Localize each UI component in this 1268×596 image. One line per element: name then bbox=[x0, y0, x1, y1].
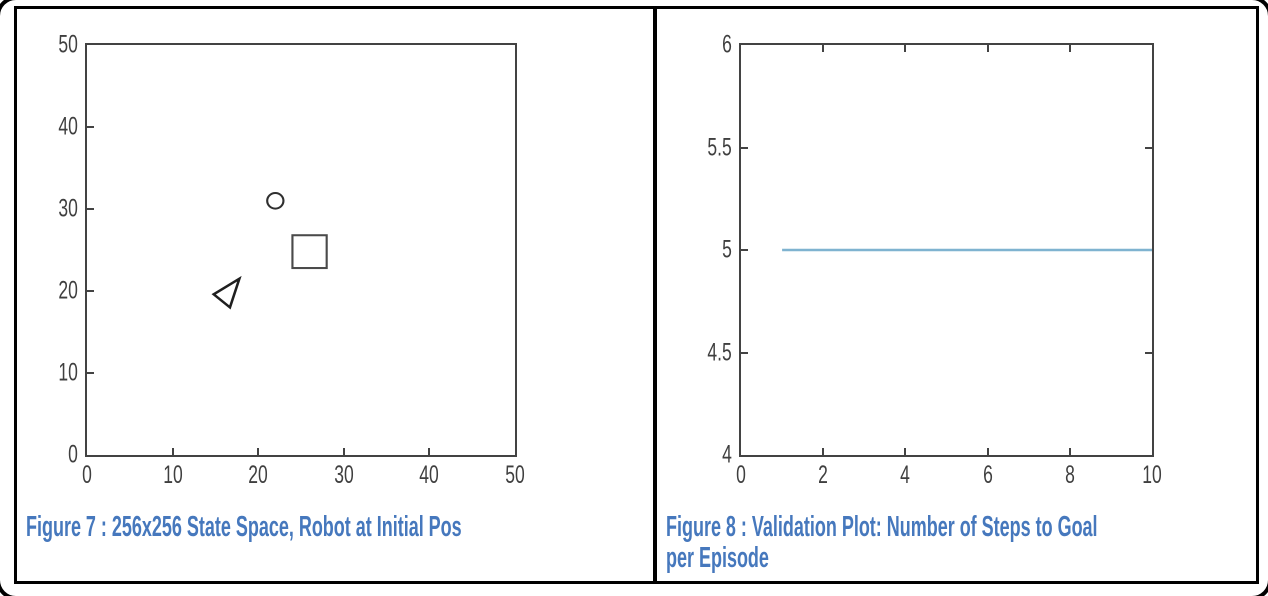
figure-8-caption: Figure 8 : Validation Plot: Number of St… bbox=[666, 512, 1268, 574]
table-border bbox=[14, 6, 1259, 584]
x-tick-mark bbox=[904, 448, 907, 455]
validation-plot: 0 2 4 6 8 10 4 4.5 5 5.5 6 bbox=[708, 31, 1162, 490]
x-tick-mark bbox=[986, 45, 989, 52]
plot-canvas bbox=[782, 248, 1152, 252]
x-tick-mark bbox=[822, 45, 825, 52]
y-tick-mark bbox=[1145, 146, 1152, 149]
y-tick-mark bbox=[87, 290, 94, 292]
state-space-plot: 0 10 20 30 40 50 0 10 20 30 40 50 bbox=[59, 31, 525, 490]
y-tick-label: 30 bbox=[58, 194, 78, 223]
y-tick-label: 6 bbox=[722, 30, 732, 59]
y-tick-label: 4.5 bbox=[707, 338, 732, 366]
y-tick-mark bbox=[87, 126, 94, 128]
x-tick-label: 50 bbox=[505, 461, 525, 489]
y-tick-label: 4 bbox=[722, 440, 732, 469]
y-tick-label: 20 bbox=[58, 276, 78, 305]
x-tick-label: 6 bbox=[982, 461, 993, 489]
plot-canvas bbox=[211, 191, 328, 310]
x-tick-mark bbox=[428, 448, 431, 455]
square-marker bbox=[291, 234, 328, 270]
figure-8-caption-text-line-2: per Episode bbox=[666, 542, 769, 574]
x-tick-label: 20 bbox=[248, 461, 268, 489]
x-tick-label: 0 bbox=[736, 461, 746, 489]
y-tick-label: 5 bbox=[722, 235, 732, 264]
x-tick-label: 0 bbox=[82, 461, 92, 489]
x-tick-mark bbox=[171, 448, 174, 455]
x-tick-label: 4 bbox=[900, 461, 911, 489]
x-tick-mark bbox=[257, 448, 260, 455]
y-tick-mark bbox=[741, 351, 748, 354]
x-tick-label: 2 bbox=[818, 461, 829, 489]
y-tick-label: 5.5 bbox=[707, 133, 732, 161]
x-tick-mark bbox=[1068, 45, 1071, 52]
x-tick-label: 40 bbox=[419, 461, 440, 489]
y-tick-mark bbox=[741, 146, 748, 149]
x-tick-mark bbox=[904, 45, 907, 52]
x-tick-label: 8 bbox=[1064, 461, 1075, 489]
y-tick-mark bbox=[741, 249, 748, 251]
robot-triangle-marker bbox=[211, 275, 242, 310]
y-tick-label: 40 bbox=[58, 112, 78, 141]
x-tick-label: 10 bbox=[1142, 461, 1162, 489]
circle-marker bbox=[266, 191, 285, 210]
x-tick-label: 30 bbox=[334, 461, 354, 489]
x-tick-mark bbox=[1068, 448, 1071, 455]
x-tick-label: 10 bbox=[162, 461, 183, 489]
y-tick-label: 0 bbox=[68, 440, 78, 469]
y-tick-mark bbox=[1145, 351, 1152, 354]
x-tick-mark bbox=[986, 448, 989, 455]
y-tick-label: 10 bbox=[58, 358, 78, 387]
x-tick-mark bbox=[822, 448, 825, 455]
y-tick-label: 50 bbox=[58, 30, 78, 59]
figure-7-caption: Figure 7 : 256x256 State Space, Robot at… bbox=[26, 512, 729, 543]
x-tick-mark bbox=[342, 448, 345, 455]
figure-8-caption-text-line-1: Figure 8 : Validation Plot: Number of St… bbox=[666, 511, 1098, 543]
y-tick-mark bbox=[87, 208, 94, 210]
column-divider bbox=[653, 6, 657, 584]
figure-7-caption-text: Figure 7 : 256x256 State Space, Robot at… bbox=[26, 511, 462, 543]
y-tick-mark bbox=[87, 372, 94, 374]
